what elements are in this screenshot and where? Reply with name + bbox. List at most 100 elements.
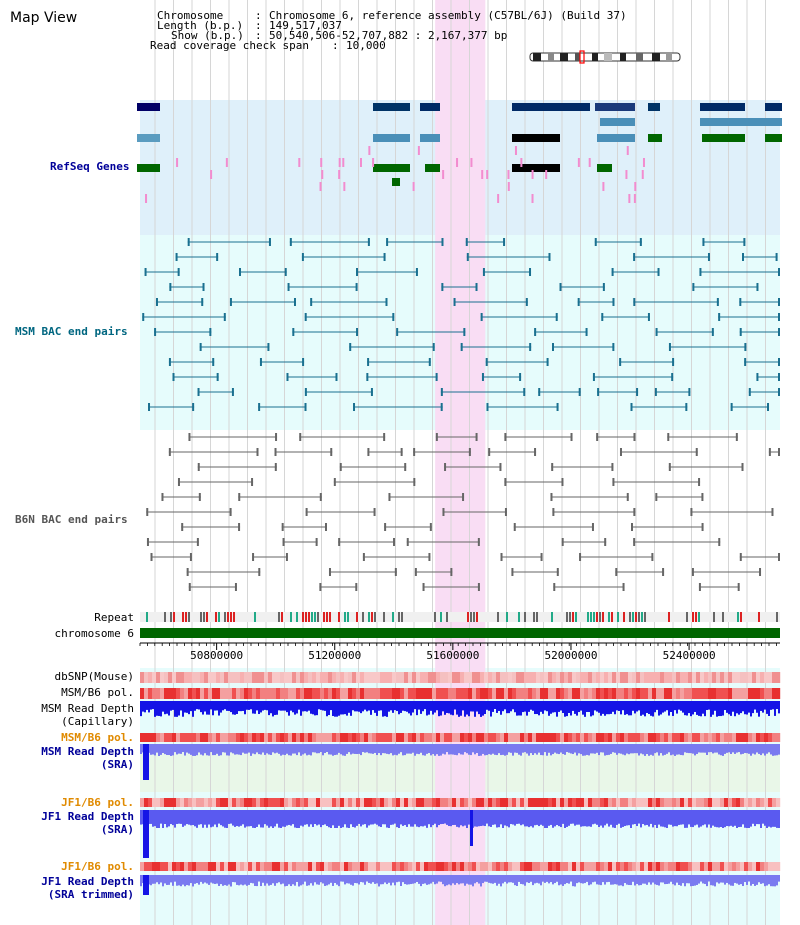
msm-pol-cell <box>312 688 317 699</box>
jf1-pol2-cell <box>404 862 409 871</box>
msm-sra-depth-bar <box>544 744 546 753</box>
jf1-sra-depth-bar <box>610 810 612 825</box>
msm-pol2-cell <box>408 733 413 742</box>
msm-cap-depth-bar <box>286 701 288 713</box>
jf1-trim-depth-bar <box>364 875 366 885</box>
msm-pol2-cell <box>628 733 633 742</box>
b6n-bac-track[interactable] <box>146 433 780 591</box>
jf1-sra-depth-bar <box>568 810 570 826</box>
jf1-pol2-cell <box>652 862 657 871</box>
gene-marker <box>456 158 459 167</box>
jf1-pol-cell <box>232 798 237 807</box>
b6n-bac-label[interactable]: B6N BAC end pairs <box>15 513 128 526</box>
jf1-trim-depth-bar <box>468 875 470 885</box>
jf1-trim-depth-bar <box>570 875 572 882</box>
dbsnp-cell <box>536 672 541 683</box>
msm-pol2-cell <box>636 733 641 742</box>
msm-bac-pair-end <box>718 313 721 321</box>
msm-bac-track[interactable] <box>142 238 780 411</box>
msm-sra-depth-bar <box>400 744 402 753</box>
msm-cap-depth-bar <box>306 701 308 712</box>
jf1-pol2-cell <box>172 862 177 871</box>
msm-sra-depth-bar <box>722 744 724 756</box>
jf1-pol2-cell <box>432 862 437 871</box>
ideogram-position-marker[interactable] <box>579 50 585 64</box>
jf1-sra-depth-bar <box>422 810 424 827</box>
dbsnp-cell <box>200 672 205 683</box>
chromosome-key: Chromosome <box>157 9 224 22</box>
msm-sra-depth-bar <box>358 744 360 754</box>
repeat-element <box>371 612 373 622</box>
jf1-sra-depth-bar <box>522 810 524 825</box>
jf1-pol-cell <box>476 798 481 807</box>
refseq-label[interactable]: RefSeq Genes <box>50 160 130 173</box>
jf1-pol2-cell <box>640 862 645 871</box>
msm-pol2-cell <box>352 733 357 742</box>
msm-sra-depth-bar <box>466 744 468 754</box>
msm-bac-pair-end <box>639 238 642 246</box>
repeat-element <box>344 612 346 622</box>
jf1-sra-depth-bar <box>200 810 202 825</box>
jf1-pol-cell <box>720 798 725 807</box>
msm-depth-cap-label: MSM Read Depth <box>41 702 134 715</box>
msm-bac-pair-end <box>743 238 746 246</box>
msm-pol-cell <box>596 688 601 699</box>
refseq-track[interactable] <box>137 103 782 203</box>
msm-bac-pair-end <box>778 388 780 396</box>
b6n-bac-pair-end <box>315 538 318 546</box>
dbsnp-cell <box>484 672 489 683</box>
gene-marker <box>470 158 473 167</box>
b6n-bac-pair-end <box>718 538 721 546</box>
msm-sra-depth-bar <box>570 744 572 754</box>
jf1-sra-depth-bar <box>710 810 712 828</box>
msm-sra-depth-bar <box>422 744 424 756</box>
jf1-sra-depth-bar <box>542 810 544 826</box>
msm-sra-depth-bar <box>710 744 712 753</box>
jf1-sra-depth-bar <box>766 810 768 828</box>
dbsnp-cell <box>488 672 493 683</box>
msm-pol2-cell <box>260 733 265 742</box>
jf1-sra-depth-bar <box>224 810 226 828</box>
jf1-pol2-cell <box>348 862 353 871</box>
jf1-sra-depth-bar <box>722 810 724 828</box>
jf1-pol2-cell <box>524 862 529 871</box>
msm-bac-pair-end <box>201 298 204 306</box>
jf1-sra-depth-bar <box>446 810 448 825</box>
msm-pol2-cell <box>536 733 541 742</box>
msm-pol-cell <box>352 688 357 699</box>
dbsnp-cell <box>456 672 461 683</box>
msm-sra-depth-bar <box>700 744 702 753</box>
msm-bac-pair-end <box>655 328 658 336</box>
repeat-element <box>323 612 325 622</box>
msm-pol2-cell <box>728 733 733 742</box>
jf1-trim-depth-bar <box>198 875 200 885</box>
dbsnp-cell <box>296 672 301 683</box>
msm-bac-label[interactable]: MSM BAC end pairs <box>15 325 128 338</box>
b6n-bac-pair-end <box>258 568 261 576</box>
msm-pol-cell <box>432 688 437 699</box>
msm-pol2-cell <box>144 733 149 742</box>
chromosome-ideogram[interactable] <box>529 50 681 64</box>
repeat-track[interactable] <box>140 612 780 622</box>
msm-cap-depth-bar <box>144 701 146 713</box>
msm-pol-cell <box>592 688 597 699</box>
jf1-sra-depth-bar <box>504 810 506 826</box>
jf1-sra-depth-bar <box>180 810 182 824</box>
dbsnp-cell <box>596 672 601 683</box>
msm-sra-depth-bar <box>226 744 228 756</box>
chromosome-bar[interactable] <box>140 628 780 638</box>
msm-sra-depth-bar <box>382 744 384 754</box>
repeat-element <box>308 612 310 622</box>
jf1-sra-depth-bar <box>576 810 578 825</box>
msm-pol2-cell <box>444 733 449 742</box>
msm-bac-pair-end <box>538 388 541 396</box>
b6n-bac-pair-end <box>444 463 447 471</box>
jf1-trim-depth-bar <box>668 875 670 884</box>
dbsnp-cell <box>316 672 321 683</box>
jf1-pol2-cell <box>232 862 237 871</box>
b6n-bac-pair-end <box>504 433 507 441</box>
msm-pol2-cell <box>248 733 253 742</box>
gene-feature <box>600 118 635 126</box>
jf1-pol-cell <box>292 798 297 807</box>
